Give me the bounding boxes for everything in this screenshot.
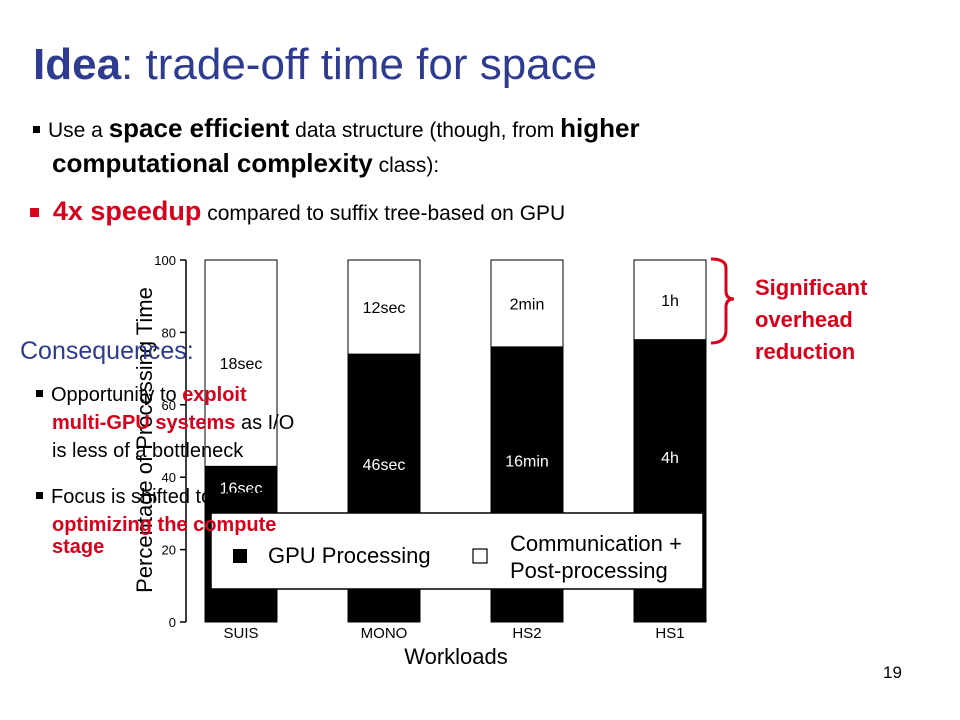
page-number: 19 bbox=[883, 663, 902, 682]
c2-pre: Focus is shifted towards bbox=[51, 486, 266, 508]
x-tick-label: HS2 bbox=[512, 625, 541, 642]
bullet1-line2-rest: class): bbox=[372, 154, 440, 177]
y-axis-label: Percentage of Processing Time bbox=[132, 287, 157, 593]
bar-comm bbox=[347, 259, 421, 355]
bar-label-comm: 12sec bbox=[363, 300, 406, 317]
bar-label-gpu: 16min bbox=[505, 453, 549, 470]
bullet1-bold2: higher bbox=[560, 113, 640, 143]
overhead-note: Significant overhead reduction bbox=[755, 272, 925, 368]
legend-comm-label-1: Communication + bbox=[510, 531, 682, 556]
bullet1-pre: Use a bbox=[48, 119, 109, 142]
bullet-square-icon bbox=[33, 125, 40, 133]
bullet-square-red-icon bbox=[30, 207, 39, 217]
bullet-speedup: 4x speedup compared to suffix tree-based… bbox=[30, 196, 565, 227]
bullet1-line2: computational complexity class): bbox=[52, 148, 439, 179]
speedup-text: 4x speedup bbox=[52, 196, 202, 226]
legend-gpu-swatch bbox=[233, 549, 247, 563]
chart-legend: GPU Processing Communication + Post-proc… bbox=[210, 512, 704, 590]
slide-title: Idea: trade-off time for space bbox=[33, 40, 597, 90]
bar-label-gpu: 4h bbox=[661, 450, 679, 467]
legend-comm-swatch bbox=[472, 548, 488, 564]
y-tick-label: 40 bbox=[162, 470, 176, 485]
bar-label-comm: 1h bbox=[661, 293, 679, 310]
consequence-item-1: Opportunity to exploit bbox=[36, 381, 247, 409]
bullet1-line2-bold: computational complexity bbox=[52, 148, 373, 178]
x-tick-label: MONO bbox=[361, 625, 408, 642]
bar-comm bbox=[204, 259, 278, 467]
c1-post: as I/O bbox=[235, 412, 295, 434]
consequence-item-1-line3: is less of a bottleneck bbox=[52, 440, 244, 462]
c2-red1: optimizing the compute bbox=[52, 514, 277, 536]
legend-comm-label-2: Post-processing bbox=[510, 558, 668, 583]
bar-label-gpu: 46sec bbox=[363, 457, 406, 474]
legend-box bbox=[210, 512, 704, 590]
bar-label-gpu: 16sec bbox=[220, 480, 263, 497]
x-axis-label: Workloads bbox=[404, 644, 508, 669]
c1-red2: multi-GPU systems bbox=[52, 412, 236, 434]
bullet-square-icon bbox=[36, 492, 43, 500]
bullet-square-icon bbox=[36, 390, 43, 398]
bar-comm bbox=[633, 259, 707, 341]
y-tick-label: 80 bbox=[162, 325, 176, 340]
x-tick-label: HS1 bbox=[655, 625, 684, 642]
c1-pre: Opportunity to bbox=[51, 384, 183, 406]
y-tick-label: 60 bbox=[162, 398, 176, 413]
c1-red1: exploit bbox=[182, 384, 247, 406]
y-tick-label: 0 bbox=[169, 615, 176, 630]
bar-label-comm: 2min bbox=[510, 296, 545, 313]
y-tick-label: 100 bbox=[154, 253, 176, 268]
bullet1-bold1: space efficient bbox=[108, 113, 290, 143]
bar-comm bbox=[490, 259, 564, 348]
legend-gpu-label: GPU Processing bbox=[268, 543, 431, 568]
y-tick-label: 20 bbox=[162, 543, 176, 558]
consequences-heading: Consequences: bbox=[20, 337, 194, 365]
title-bold: Idea bbox=[33, 40, 122, 89]
note-line-3: reduction bbox=[755, 339, 856, 364]
chart-axes: 0 20 40 60 80 100 bbox=[154, 253, 187, 630]
consequence-item-1-line2: multi-GPU systems as I/O bbox=[52, 409, 294, 437]
brace-icon bbox=[710, 257, 735, 345]
bullet1-mid: data structure (though, from bbox=[289, 119, 561, 142]
consequence-item-2: Focus is shifted towards bbox=[36, 483, 266, 511]
note-line-2: overhead bbox=[755, 307, 853, 332]
note-line-1: Significant bbox=[755, 275, 868, 300]
x-tick-label: SUIS bbox=[223, 625, 258, 642]
bar-label-comm: 18sec bbox=[220, 356, 263, 373]
bullet-space-efficient: Use a space efficient data structure (th… bbox=[33, 113, 640, 144]
c2-red2: stage bbox=[52, 536, 105, 558]
title-rest: : trade-off time for space bbox=[121, 40, 598, 89]
speedup-rest: compared to suffix tree-based on GPU bbox=[201, 202, 566, 225]
consequence-item-2-red: optimizing the compute stage bbox=[52, 514, 276, 558]
